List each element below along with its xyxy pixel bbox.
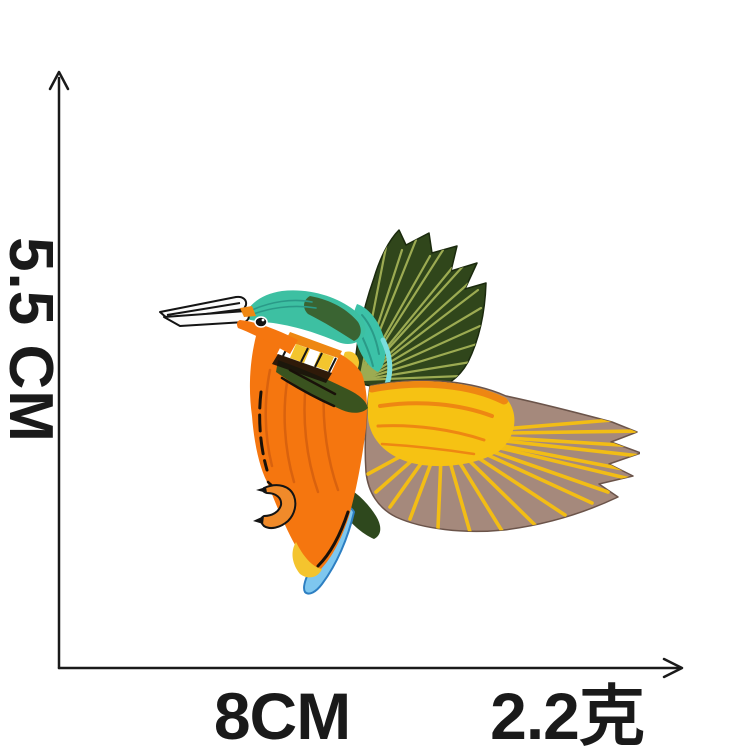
height-dimension-label: 5.5 CM (0, 237, 65, 443)
wing-base-aqua-streak (380, 337, 393, 387)
weight-label: 2.2克 (490, 679, 645, 753)
neck-band-black (272, 354, 332, 383)
neck-band-yellow-check-2 (314, 352, 334, 371)
underwing-orange-streaks (367, 381, 509, 456)
right-arrowhead-icon (662, 657, 684, 679)
cheek-orange-patch (236, 320, 298, 354)
belly-yellow-edge (292, 542, 322, 578)
up-arrowhead-icon (48, 70, 70, 91)
neck-band-yellow-check-1 (290, 344, 310, 363)
lore-orange-spot (240, 306, 256, 317)
beak-midline (166, 302, 241, 316)
bird-beak (159, 295, 250, 327)
dimension-arrow-group (48, 70, 684, 679)
bird-head (244, 290, 366, 344)
bird-eye (254, 316, 268, 328)
shoulder-black-stitching (280, 368, 337, 408)
width-dimension-label: 8CM (213, 679, 351, 753)
head-nape-dark-overlay (304, 296, 361, 341)
kingfisher-patch-illustration (159, 229, 640, 595)
bird-claw (253, 484, 297, 530)
